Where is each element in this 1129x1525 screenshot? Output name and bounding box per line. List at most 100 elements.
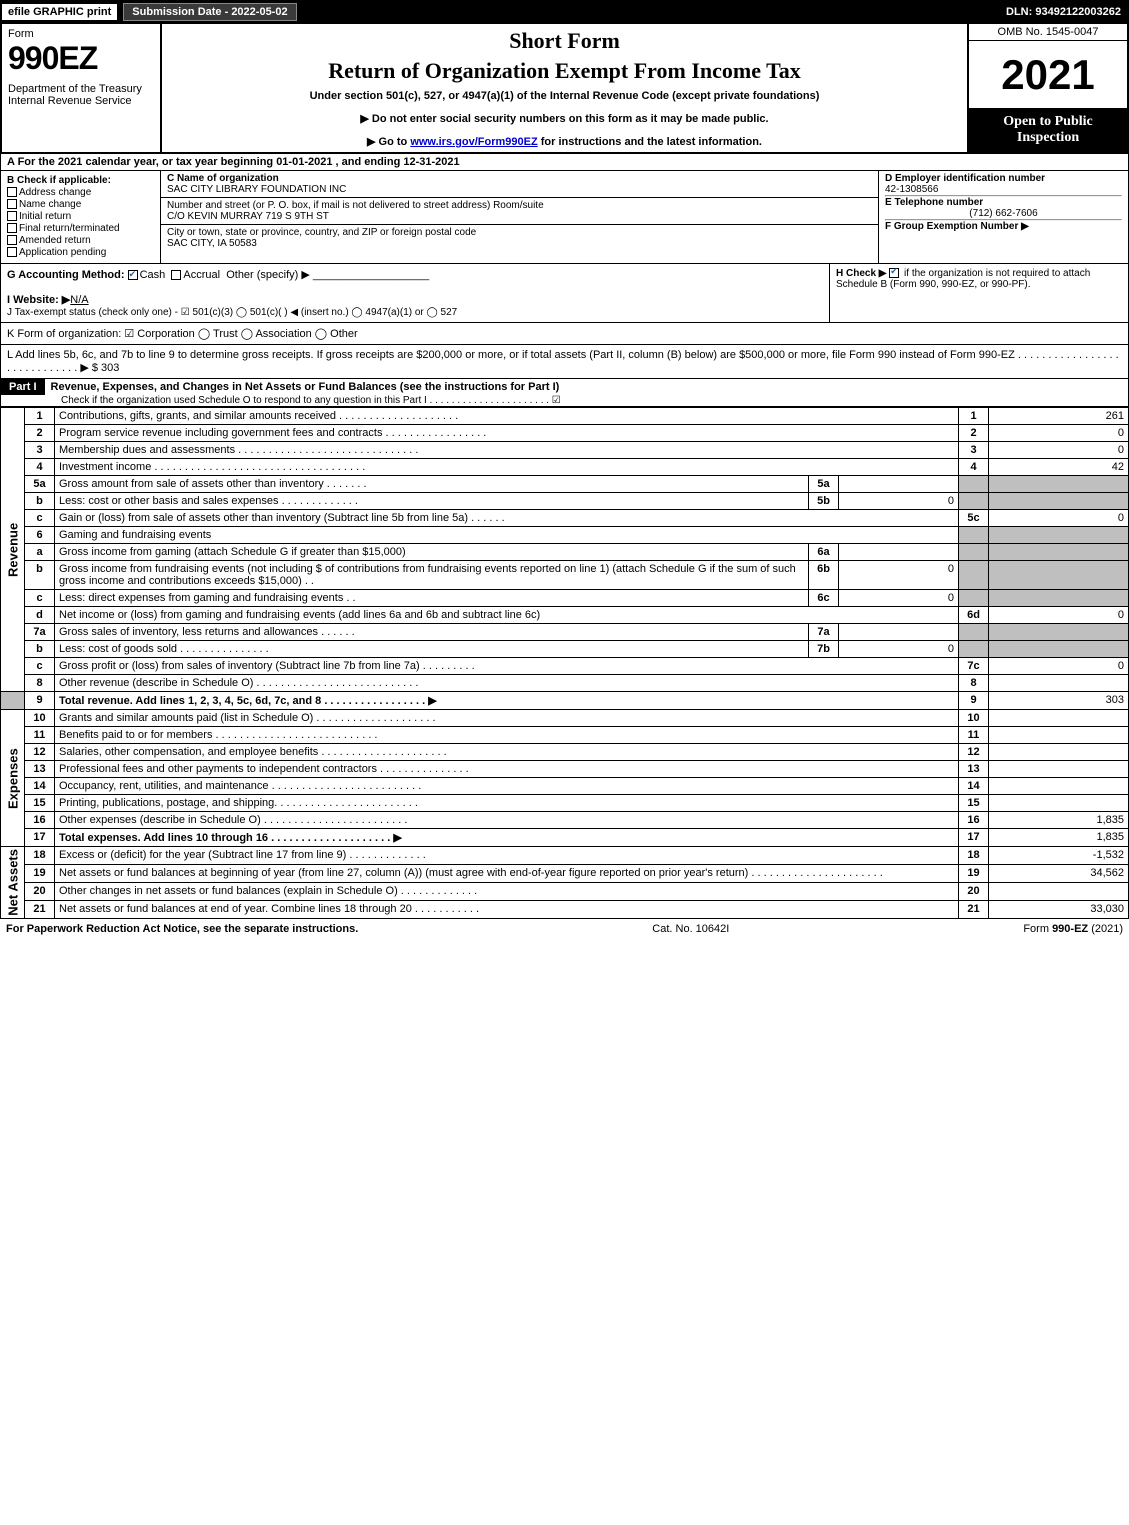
- line-7c: cGross profit or (loss) from sales of in…: [1, 658, 1129, 675]
- line-2-val: 0: [989, 425, 1129, 442]
- line-12-no: 12: [25, 744, 55, 761]
- line-21-desc: Net assets or fund balances at end of ye…: [55, 900, 959, 918]
- line-1-rno: 1: [959, 408, 989, 425]
- line-16: 16Other expenses (describe in Schedule O…: [1, 812, 1129, 829]
- line-6a-minival: [839, 544, 959, 561]
- line-12-val: [989, 744, 1129, 761]
- check-schedule-b-not-required[interactable]: [889, 268, 899, 278]
- check-final-return[interactable]: Final return/terminated: [7, 223, 154, 234]
- org-city-cell: City or town, state or province, country…: [161, 225, 878, 251]
- line-6d-desc: Net income or (loss) from gaming and fun…: [55, 607, 959, 624]
- submission-date-label: Submission Date - 2022-05-02: [123, 3, 296, 21]
- line-18-rno: 18: [959, 847, 989, 865]
- check-cash[interactable]: [128, 270, 138, 280]
- g-label: G Accounting Method:: [7, 269, 128, 281]
- bullet2-post: for instructions and the latest informat…: [538, 136, 762, 148]
- line-1-desc: Contributions, gifts, grants, and simila…: [55, 408, 959, 425]
- line-7a-rval: [989, 624, 1129, 641]
- main-title: Return of Organization Exempt From Incom…: [170, 58, 959, 84]
- part1-sub: Check if the organization used Schedule …: [1, 395, 1128, 406]
- check-amended-return[interactable]: Amended return: [7, 235, 154, 246]
- line-11-no: 11: [25, 727, 55, 744]
- line-19-rno: 19: [959, 864, 989, 882]
- line-16-no: 16: [25, 812, 55, 829]
- section-k: K Form of organization: ☑ Corporation ◯ …: [0, 323, 1129, 345]
- line-7b: bLess: cost of goods sold . . . . . . . …: [1, 641, 1129, 658]
- line-14-desc: Occupancy, rent, utilities, and maintena…: [55, 778, 959, 795]
- check-initial-return[interactable]: Initial return: [7, 211, 154, 222]
- open-to-public-badge: Open to Public Inspection: [969, 108, 1127, 152]
- line-14-no: 14: [25, 778, 55, 795]
- line-20-desc: Other changes in net assets or fund bala…: [55, 882, 959, 900]
- line-15-rno: 15: [959, 795, 989, 812]
- footer-right-bold: 990-EZ: [1052, 923, 1088, 935]
- line-19-no: 19: [25, 864, 55, 882]
- b-label: B Check if applicable:: [7, 175, 111, 186]
- line-7b-rno: [959, 641, 989, 658]
- line-17-no: 17: [25, 829, 55, 847]
- check-name-change[interactable]: Name change: [7, 199, 154, 210]
- line-6-rval: [989, 527, 1129, 544]
- other-specify-label: Other (specify) ▶: [226, 269, 310, 281]
- line-1-no: 1: [25, 408, 55, 425]
- line-1: Revenue 1 Contributions, gifts, grants, …: [1, 408, 1129, 425]
- line-7c-desc: Gross profit or (loss) from sales of inv…: [55, 658, 959, 675]
- line-2-desc: Program service revenue including govern…: [55, 425, 959, 442]
- line-12: 12Salaries, other compensation, and empl…: [1, 744, 1129, 761]
- line-7b-desc: Less: cost of goods sold . . . . . . . .…: [55, 641, 809, 658]
- netassets-rotated-label: Net Assets: [1, 847, 25, 919]
- top-bar: efile GRAPHIC print Submission Date - 20…: [0, 0, 1129, 24]
- line-5a-rno: [959, 476, 989, 493]
- line-5c-val: 0: [989, 510, 1129, 527]
- line-6a-no: a: [25, 544, 55, 561]
- efile-print-button[interactable]: efile GRAPHIC print: [0, 2, 119, 22]
- check-address-change[interactable]: Address change: [7, 187, 154, 198]
- line-16-rno: 16: [959, 812, 989, 829]
- check-application-pending[interactable]: Application pending: [7, 247, 154, 258]
- org-name-value: SAC CITY LIBRARY FOUNDATION INC: [167, 184, 346, 195]
- line-17-desc: Total expenses. Add lines 10 through 16 …: [59, 832, 402, 844]
- line-11: 11Benefits paid to or for members . . . …: [1, 727, 1129, 744]
- line-7b-mini: 7b: [809, 641, 839, 658]
- line-21: 21Net assets or fund balances at end of …: [1, 900, 1129, 918]
- line-9-desc: Total revenue. Add lines 1, 2, 3, 4, 5c,…: [59, 695, 437, 707]
- line-5b-desc: Less: cost or other basis and sales expe…: [55, 493, 809, 510]
- line-5c-no: c: [25, 510, 55, 527]
- rev-spacer: [1, 692, 25, 710]
- line-6b: bGross income from fundraising events (n…: [1, 561, 1129, 590]
- line-9-rno: 9: [959, 692, 989, 710]
- line-10-rno: 10: [959, 710, 989, 727]
- line-6a-rval: [989, 544, 1129, 561]
- check-final-return-label: Final return/terminated: [19, 223, 120, 234]
- phone-value: (712) 662-7606: [885, 208, 1122, 219]
- section-g-accounting: G Accounting Method: Cash Accrual Other …: [0, 264, 829, 323]
- line-20-no: 20: [25, 882, 55, 900]
- website-value: N/A: [70, 294, 88, 306]
- org-street-value: C/O KEVIN MURRAY 719 S 9TH ST: [167, 211, 329, 222]
- line-4: 4Investment income . . . . . . . . . . .…: [1, 459, 1129, 476]
- header-left: Form 990EZ Department of the Treasury In…: [2, 24, 162, 152]
- line-6c: cLess: direct expenses from gaming and f…: [1, 590, 1129, 607]
- line-6c-mini: 6c: [809, 590, 839, 607]
- line-6a-desc: Gross income from gaming (attach Schedul…: [55, 544, 809, 561]
- bullet-ssn: ▶ Do not enter social security numbers o…: [170, 112, 959, 125]
- line-8: 8Other revenue (describe in Schedule O) …: [1, 675, 1129, 692]
- line-20: 20Other changes in net assets or fund ba…: [1, 882, 1129, 900]
- tax-year: 2021: [969, 41, 1127, 108]
- check-initial-return-label: Initial return: [19, 211, 71, 222]
- line-6b-rval: [989, 561, 1129, 590]
- line-17: 17 Total expenses. Add lines 10 through 1…: [1, 829, 1129, 847]
- line-2-rno: 2: [959, 425, 989, 442]
- org-street-label: Number and street (or P. O. box, if mail…: [167, 200, 544, 211]
- section-l: L Add lines 5b, 6c, and 7b to line 9 to …: [0, 345, 1129, 379]
- line-7c-rno: 7c: [959, 658, 989, 675]
- check-accrual[interactable]: [171, 270, 181, 280]
- org-name-cell: C Name of organization SAC CITY LIBRARY …: [161, 171, 878, 198]
- irs-link[interactable]: www.irs.gov/Form990EZ: [410, 136, 537, 148]
- line-7a-mini: 7a: [809, 624, 839, 641]
- bullet-goto: ▶ Go to www.irs.gov/Form990EZ for instru…: [170, 135, 959, 148]
- line-4-desc: Investment income . . . . . . . . . . . …: [55, 459, 959, 476]
- line-4-no: 4: [25, 459, 55, 476]
- line-15: 15Printing, publications, postage, and s…: [1, 795, 1129, 812]
- section-b-checks: B Check if applicable: Address change Na…: [1, 171, 161, 263]
